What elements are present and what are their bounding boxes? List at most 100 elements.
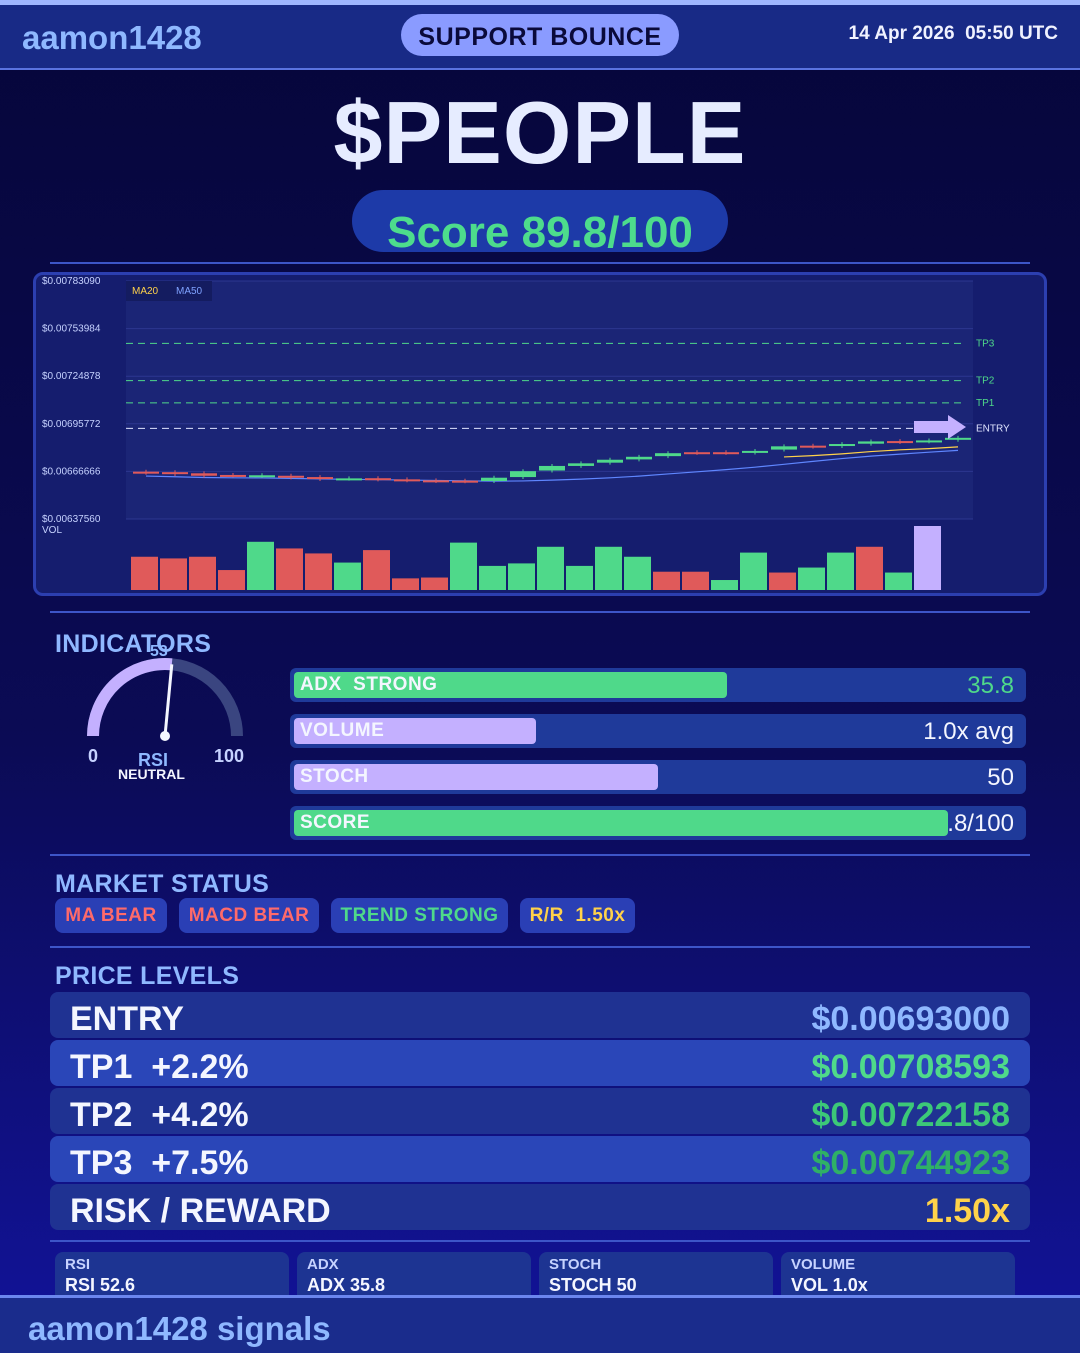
candle-body	[858, 441, 884, 444]
price-row-label: TP3 +7.5%	[70, 1144, 249, 1182]
legend-box	[126, 281, 212, 301]
candle-body	[916, 440, 942, 443]
price-chart: $0.00783090 $0.00753984 $0.00724878 $0.0069…	[42, 276, 1010, 590]
gauge-fill	[87, 657, 173, 737]
divider	[50, 946, 1030, 948]
stoch-bar-label: STOCH	[300, 766, 369, 787]
price-tick-label: $0.00666666	[42, 466, 101, 477]
divider	[50, 1240, 1030, 1242]
gauge-value: 53	[150, 643, 168, 660]
candle-body	[829, 444, 855, 447]
volume-bar	[218, 570, 245, 590]
stat-label: VOLUME	[791, 1256, 856, 1273]
footer-brand: aamon1428 signals	[28, 1310, 331, 1347]
volume-bar	[392, 578, 419, 590]
gauge-label: RSI	[138, 750, 168, 770]
candle-body	[423, 480, 449, 483]
gauge-pivot	[160, 731, 170, 741]
stoch-bar-fill	[294, 764, 658, 790]
stat-label: RSI	[65, 1256, 91, 1273]
rsi-gauge: 53 0 100 RSI NEUTRAL	[87, 643, 244, 782]
stat-card-volume: VOLUME VOL 1.0x	[781, 1252, 1015, 1296]
volume-bar-fill	[294, 718, 537, 744]
price-row-tp1: TP1 +2.2% $0.00708593	[50, 1040, 1030, 1086]
stoch-bar-value: 50	[987, 764, 1014, 791]
volume-bar	[595, 546, 622, 590]
price-row-label: RISK / REWARD	[70, 1192, 331, 1230]
plot-area	[126, 281, 973, 519]
chip-ma-bear: MA BEAR	[55, 898, 167, 933]
candle-body	[220, 474, 246, 477]
ticker-symbol: $PEOPLE	[333, 83, 747, 182]
volume-bar	[479, 565, 506, 590]
candle-body	[191, 473, 217, 476]
ma50-line	[145, 449, 959, 482]
volume-bar-value: 1.0x avg	[923, 718, 1014, 745]
volume-bar	[914, 526, 941, 590]
level-label-tp3: TP3	[976, 338, 995, 349]
price-row-tp3: TP3 +7.5% $0.00744923	[50, 1136, 1030, 1182]
gauge-state: NEUTRAL	[118, 766, 185, 782]
volume-bar	[624, 556, 651, 590]
market-status-title: MARKET STATUS	[55, 870, 270, 898]
candle-body	[510, 471, 536, 478]
price-row-value: 1.50x	[924, 1192, 1010, 1230]
price-tick-label: $0.00783090	[42, 276, 101, 287]
volume-bar: VOLUME 1.0x avg	[290, 714, 1026, 748]
price-tick-label: $0.00724878	[42, 371, 101, 382]
brand-name: aamon1428	[22, 19, 202, 56]
candle-body	[394, 479, 420, 482]
ma-legend: MA20 MA50	[126, 281, 212, 301]
candle-body	[162, 472, 188, 475]
volume-bar	[421, 577, 448, 590]
signal-type-badge: SUPPORT BOUNCE	[401, 14, 679, 56]
price-row-value: $0.00708593	[811, 1048, 1010, 1086]
legend-ma20: MA20	[132, 286, 159, 297]
candle-body	[800, 445, 826, 448]
volume-bar	[653, 571, 680, 590]
price-tick-label: $0.00753984	[42, 324, 101, 335]
price-levels-title: PRICE LEVELS	[55, 962, 240, 990]
volume-bar	[247, 541, 274, 590]
score-bar-fill	[294, 810, 948, 836]
volume-bar	[508, 563, 535, 590]
chip-macd-bear: MACD BEAR	[179, 898, 319, 933]
volume-bar	[885, 572, 912, 590]
price-row-risk-reward: RISK / REWARD 1.50x	[50, 1184, 1030, 1230]
gauge-min: 0	[88, 746, 98, 766]
candle-body	[568, 463, 594, 466]
volume-bar	[363, 550, 390, 590]
candle-body	[945, 437, 971, 440]
candle-body	[336, 478, 362, 481]
stat-value: RSI 52.6	[65, 1275, 136, 1295]
price-row-value: $0.00744923	[811, 1144, 1010, 1182]
candle-body	[684, 452, 710, 455]
volume-bar	[537, 546, 564, 590]
divider	[50, 854, 1030, 856]
volume-bar	[827, 552, 854, 590]
volume-bar	[711, 580, 738, 590]
adx-bar-label: ADX STRONG	[300, 674, 438, 695]
volume-bar	[160, 558, 187, 590]
candle-body	[742, 450, 768, 453]
indicators-title: INDICATORS	[55, 630, 212, 658]
ma20-line	[783, 446, 959, 458]
volume-bar	[189, 556, 216, 590]
stat-card-stoch: STOCH STOCH 50	[539, 1252, 773, 1296]
candle-body	[626, 456, 652, 460]
stat-card-adx: ADX ADX 35.8	[297, 1252, 531, 1296]
volume-axis-label: VOL	[42, 525, 62, 536]
candle-body	[771, 446, 797, 450]
volume-bar	[798, 567, 825, 590]
candle-body	[307, 477, 333, 480]
stat-card-rsi: RSI RSI 52.6	[55, 1252, 289, 1296]
price-tick-label: $0.00695772	[42, 419, 101, 430]
stat-value: ADX 35.8	[307, 1275, 386, 1295]
gauge-max: 100	[214, 746, 244, 766]
volume-bar	[682, 571, 709, 590]
price-gridlines	[126, 280, 973, 520]
volume-bar	[856, 546, 883, 590]
target-levels: TP3 TP2 TP1 ENTRY	[126, 338, 1010, 434]
volume-bar	[305, 553, 332, 590]
adx-bar-value: 35.8	[967, 672, 1014, 699]
